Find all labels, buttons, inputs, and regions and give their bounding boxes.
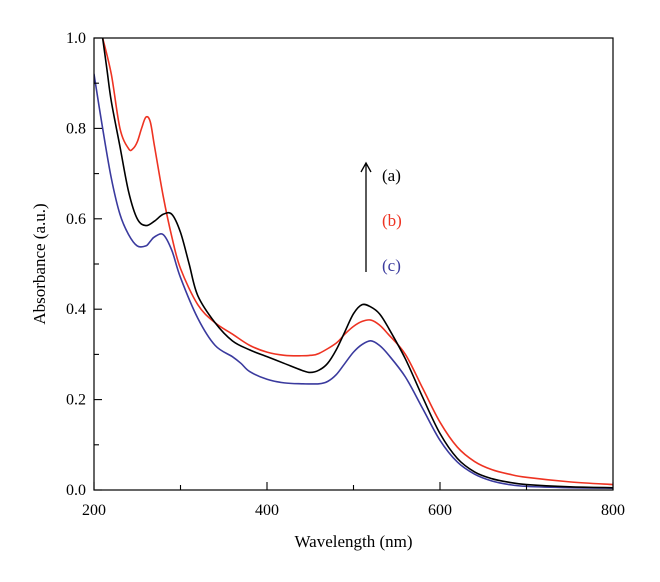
y-tick-label: 0.6 [66, 211, 86, 228]
y-tick-label: 0.2 [66, 392, 86, 409]
x-tick-label: 800 [601, 502, 625, 519]
legend-label-a: (a) [382, 166, 401, 185]
axis-ticks: 200 400 600 800 0.0 0.2 0.4 0.6 0.8 1.0 [66, 30, 625, 519]
series-line-b [101, 38, 613, 486]
x-tick-label: 200 [82, 502, 106, 519]
legend-label-b: (b) [382, 211, 402, 230]
y-axis-title: Absorbance (a.u.) [30, 203, 49, 324]
series-line-c [94, 73, 613, 489]
legend-label-c: (c) [382, 256, 401, 275]
y-tick-label: 0.4 [66, 301, 86, 318]
y-tick-label: 1.0 [66, 30, 86, 47]
arrow-up-icon [360, 161, 372, 173]
series-line-a [101, 38, 613, 489]
y-tick-label: 0.8 [66, 120, 86, 137]
plot-frame [93, 37, 614, 491]
y-tick-label: 0.0 [66, 482, 86, 499]
plot-area [94, 38, 613, 489]
legend: (a) (b) (c) [360, 161, 402, 275]
x-tick-label: 600 [428, 502, 452, 519]
x-tick-label: 400 [255, 502, 279, 519]
x-axis-title: Wavelength (nm) [294, 532, 412, 551]
